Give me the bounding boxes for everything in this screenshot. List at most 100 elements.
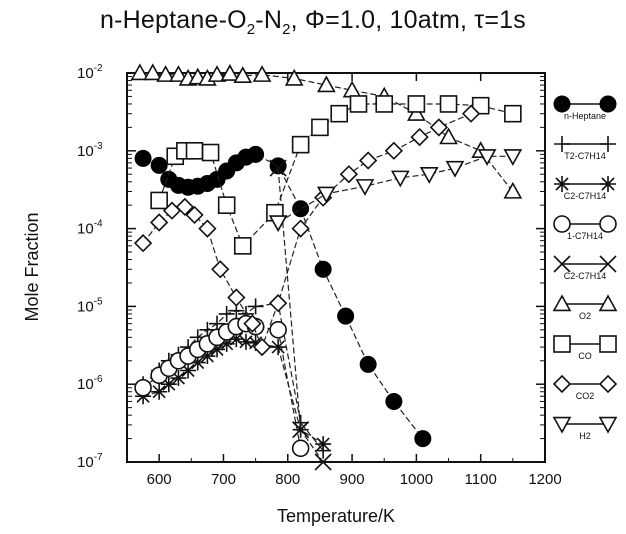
legend-marker-left (552, 374, 572, 394)
data-point (160, 376, 177, 393)
data-point (384, 141, 404, 160)
data-point (198, 219, 217, 238)
data-point (359, 151, 378, 170)
data-point (270, 339, 287, 356)
legend-marker-left (553, 95, 571, 113)
data-point (407, 104, 426, 121)
legend-item: T2-C7H14 (554, 136, 616, 161)
legend-marker-right (599, 215, 617, 233)
legend-marker-left (552, 416, 572, 434)
data-point (218, 335, 235, 352)
data-point (503, 181, 523, 199)
data-point (228, 331, 245, 348)
legend-marker-right (599, 335, 617, 353)
data-point (150, 191, 168, 210)
data-point (130, 63, 150, 81)
x-axis: 600 700 800 900 1000 1100 1200 (126, 73, 562, 488)
data-point (233, 237, 252, 255)
data-point (247, 334, 264, 351)
legend-item: C2-C7H14 (553, 255, 617, 281)
plot-frame (126, 72, 546, 463)
series-7 (133, 104, 481, 357)
data-point (268, 294, 288, 313)
data-point (291, 135, 310, 154)
data-point (471, 96, 490, 115)
legend-marker-right (598, 294, 618, 312)
legend-marker-left (554, 176, 570, 192)
series-2 (135, 331, 332, 453)
legend-item: 1-C7H14 (553, 215, 617, 241)
data-point (252, 65, 272, 82)
legend-label: C2-C7H14 (564, 191, 607, 201)
y-tick-label: 10-2 (77, 63, 103, 82)
legend-marker-right (598, 374, 618, 394)
data-point (414, 430, 432, 448)
data-point (150, 213, 169, 232)
data-point (311, 118, 329, 137)
data-point (134, 149, 152, 167)
x-tick-label: 600 (147, 471, 172, 488)
series-line (277, 155, 513, 223)
data-point (503, 149, 523, 166)
data-point (199, 348, 216, 365)
legend-marker-left (553, 335, 571, 353)
data-point (385, 392, 403, 410)
data-point (390, 170, 410, 188)
legend-label: CO2 (576, 391, 595, 401)
y-tick-label: 10-6 (77, 374, 103, 393)
data-point (292, 200, 310, 218)
data-point (247, 145, 265, 163)
legend-marker-right (599, 95, 617, 113)
data-point (237, 333, 254, 350)
x-tick-label: 1200 (528, 471, 561, 488)
x-tick-label: 1100 (465, 471, 497, 488)
data-point (284, 68, 304, 86)
series-8 (268, 149, 523, 233)
data-point (170, 370, 187, 387)
data-point (314, 260, 332, 278)
legend-marker-right (600, 176, 616, 192)
legend-label: H2 (579, 431, 591, 441)
chart-title: n-Heptane-O2-N2, Φ=1.0, 10atm, τ=1s (100, 6, 526, 38)
data-point (220, 64, 240, 81)
y-axis-label: Mole Fraction (22, 212, 42, 321)
legend-marker-right (600, 136, 616, 152)
data-point (349, 95, 368, 113)
legend-item: H2 (552, 416, 618, 441)
legend-item: CO2 (552, 374, 618, 401)
data-point (407, 95, 426, 113)
data-point (504, 104, 522, 123)
data-point (247, 298, 264, 315)
data-point (268, 215, 288, 233)
data-point (339, 165, 358, 184)
data-point (150, 156, 168, 174)
legend-marker-left (553, 255, 571, 273)
series-line (142, 153, 424, 439)
legend-item: n-Heptane (553, 95, 617, 121)
legend-label: CO (578, 351, 592, 361)
data-point (133, 234, 153, 253)
series-4 (269, 159, 332, 471)
x-axis-label: Temperature/K (277, 506, 395, 526)
data-point (419, 167, 439, 184)
data-point (209, 341, 226, 358)
legend-marker-left (554, 136, 570, 152)
data-point (337, 307, 355, 325)
data-point (233, 66, 253, 84)
data-point (269, 159, 287, 177)
data-point (201, 143, 220, 162)
y-tick-label: 10-4 (77, 219, 103, 238)
x-tick-label: 700 (211, 471, 236, 488)
series-layer (130, 63, 523, 471)
data-point (217, 196, 236, 214)
data-point (355, 179, 375, 196)
series-0 (134, 145, 432, 448)
y-tick-label: 10-7 (77, 452, 103, 471)
legend-marker-left (552, 294, 572, 312)
legend-label: C2-C7H14 (564, 271, 607, 281)
data-point (211, 260, 230, 279)
y-tick-label: 10-5 (77, 296, 103, 315)
series-3 (134, 314, 310, 458)
data-point (185, 142, 204, 160)
